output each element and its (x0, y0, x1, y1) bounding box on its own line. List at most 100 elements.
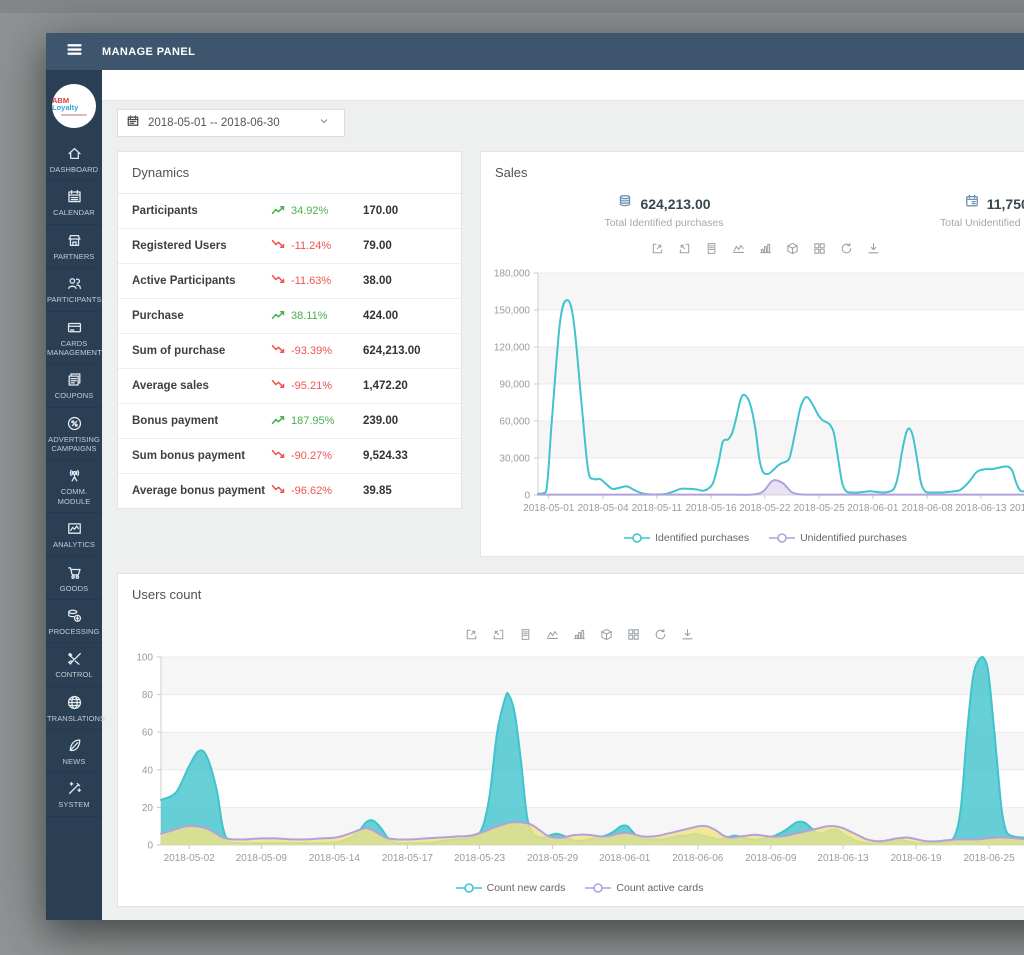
sidebar-item-dashboard[interactable]: DASHBOARD (46, 138, 102, 182)
sidebar-item-label: COMM. MODULE (57, 487, 91, 506)
percent-icon (47, 415, 101, 433)
metric-label: Sum bonus payment (132, 450, 246, 462)
legend-marker-icon (455, 883, 482, 893)
sidebar-item-partners[interactable]: PARTNERS (46, 225, 102, 269)
sidebar-item-label: TRANSLATIONS (47, 713, 106, 723)
svg-text:150,000: 150,000 (494, 306, 531, 317)
refresh-icon[interactable] (839, 241, 854, 261)
users-chart-legend: Count new cards Count active cards (118, 876, 1024, 906)
sidebar-item-goods[interactable]: GOODS (46, 557, 102, 600)
sidebar-item-system[interactable]: SYSTEM (46, 773, 102, 817)
legend-item[interactable]: Count active cards (585, 882, 703, 894)
legend-label: Count active cards (616, 882, 704, 894)
svg-text:180,000: 180,000 (494, 269, 531, 280)
sidebar-item-label: COUPONS (54, 391, 94, 401)
zoom-in-icon[interactable] (677, 241, 692, 261)
stat-value: 11,750.00 (986, 195, 1024, 212)
grid-icon[interactable] (626, 627, 641, 647)
trend-percent: -93.39% (291, 345, 332, 357)
svg-text:2018-06-13: 2018-06-13 (817, 853, 869, 864)
report-icon[interactable] (704, 241, 719, 261)
home-icon (47, 145, 101, 163)
trend-indicator: 187.95% (271, 414, 363, 428)
zoom-out-icon[interactable] (650, 241, 665, 261)
zoom-out-icon[interactable] (464, 627, 479, 647)
trend-indicator: 34.92% (271, 204, 363, 218)
svg-text:90,000: 90,000 (499, 380, 530, 391)
svg-text:2018-05-23: 2018-05-23 (454, 853, 506, 864)
bar-chart-icon[interactable] (572, 627, 587, 647)
trend-percent: -11.24% (291, 240, 332, 252)
stat-caption: Total Identified purchases (604, 217, 724, 229)
trend-down-icon (271, 274, 285, 288)
grid-icon[interactable] (812, 241, 827, 261)
sidebar-item-label: PROCESSING (48, 626, 100, 636)
svg-text:20: 20 (142, 803, 154, 814)
content: 2018-05-01 -- 2018-06-30 Dynamics Partic… (102, 101, 1024, 920)
stat-unidentified-purchases: 11,750.00 Total Unidentified purchases (889, 193, 1024, 229)
sidebar-item-processing[interactable]: PROCESSING (46, 600, 102, 644)
stat-caption: Total Unidentified purchases (940, 217, 1024, 229)
trend-indicator: -11.24% (271, 239, 363, 253)
trend-up-icon (271, 309, 285, 323)
sidebar-item-cards-management[interactable]: CARDS MANAGEMENT (46, 312, 102, 365)
download-icon[interactable] (680, 627, 695, 647)
trend-indicator: -93.39% (271, 344, 363, 358)
refresh-icon[interactable] (653, 627, 668, 647)
users-count-card: Users count 0 20 40 60 80 100 2018-05-02 2018-0… (117, 573, 1024, 907)
users-count-title: Users count (132, 587, 202, 602)
legend-item[interactable]: Unidentified purchases (769, 532, 907, 544)
trend-percent: -90.27% (291, 450, 332, 462)
users-chart[interactable]: 0 20 40 60 80 100 2018-05-02 2018-05-09 2018-05-… (118, 651, 1024, 876)
sidebar-item-label: SYSTEM (58, 800, 90, 810)
sidebar-item-label: CONTROL (55, 670, 93, 680)
sidebar-item-analytics[interactable]: ANALYTICS (46, 513, 102, 557)
date-range-picker[interactable]: 2018-05-01 -- 2018-06-30 (117, 109, 345, 137)
sidebar-item-coupons[interactable]: COUPONS (46, 364, 102, 408)
logo-tagline (61, 113, 87, 116)
download-icon[interactable] (866, 241, 881, 261)
hamburger-icon (65, 40, 84, 64)
sidebar-item-participants[interactable]: PARTICIPANTS (46, 268, 102, 312)
analytics-icon (47, 520, 101, 538)
table-row: Participants 34.92% 170.00 (118, 194, 461, 229)
sidebar-item-calendar[interactable]: CALENDAR (46, 181, 102, 225)
table-row: Registered Users -11.24% 79.00 (118, 229, 461, 264)
bar-chart-icon[interactable] (758, 241, 773, 261)
menu-button[interactable] (46, 33, 102, 70)
svg-text:2018-06-01: 2018-06-01 (599, 853, 651, 864)
chevron-down-icon (318, 114, 344, 132)
dynamics-title: Dynamics (118, 152, 461, 194)
sales-chart[interactable]: 0 30,000 60,000 90,000 120,000 150,000 180,000… (481, 265, 1024, 526)
metric-label: Active Participants (132, 275, 236, 287)
trend-percent: -11.63% (291, 275, 332, 287)
legend-item[interactable]: Identified purchases (624, 532, 749, 544)
box-3d-icon[interactable] (785, 241, 800, 261)
report-icon[interactable] (518, 627, 533, 647)
line-chart-icon[interactable] (731, 241, 746, 261)
sidebar-item-news[interactable]: NEWS (46, 730, 102, 774)
sales-title: Sales (495, 165, 528, 180)
people-icon (47, 275, 101, 293)
card-icon (47, 319, 101, 337)
sidebar-item-advertising-campaigns[interactable]: ADVERTISING CAMPAIGNS (46, 408, 102, 461)
table-row: Bonus payment 187.95% 239.00 (118, 404, 461, 439)
sidebar-item-control[interactable]: CONTROL (46, 643, 102, 687)
zoom-in-icon[interactable] (491, 627, 506, 647)
feather-icon (47, 737, 101, 755)
line-chart-icon[interactable] (545, 627, 560, 647)
sidebar-item-comm-module[interactable]: COMM. MODULE (46, 460, 102, 514)
app-title: MANAGE PANEL (102, 45, 196, 58)
sidebar-item-translations[interactable]: TRANSLATIONS (46, 687, 106, 730)
svg-text:2018-05-01: 2018-05-01 (523, 503, 575, 514)
svg-text:60,000: 60,000 (499, 417, 530, 428)
legend-item[interactable]: Count new cards (455, 882, 565, 894)
box-3d-icon[interactable] (599, 627, 614, 647)
svg-text:120,000: 120,000 (494, 343, 531, 354)
svg-text:2018-06-08: 2018-06-08 (902, 503, 954, 514)
app-window: MANAGE PANEL ABM Loyalty DASHBOARD CALEND… (46, 33, 1024, 920)
brand-logo[interactable]: ABM Loyalty (52, 84, 96, 128)
sidebar-item-label: PARTICIPANTS (47, 295, 102, 305)
metric-label: Sum of purchase (132, 345, 226, 357)
svg-text:60: 60 (142, 728, 154, 739)
